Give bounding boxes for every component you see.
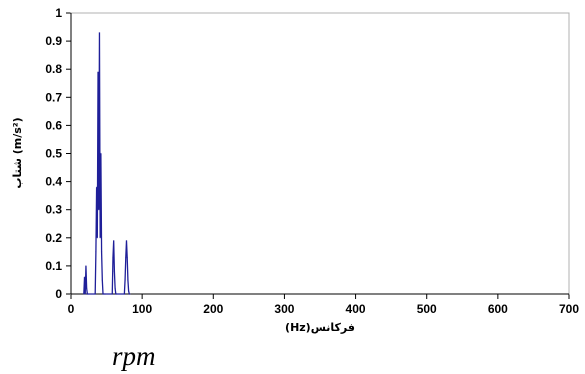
x-tick-label: 400 (346, 302, 366, 316)
tick-labels-group: 0 100 200 300 400 500 600 700 0 0.1 0.2 0.3 0.4 0.5 0.… (45, 6, 579, 316)
data-point (86, 287, 88, 289)
data-point (127, 279, 129, 281)
y-axis-title: شتاب (m/s²) (11, 117, 24, 188)
data-point (96, 186, 98, 188)
data-point (98, 32, 101, 34)
y-tick-label: 1 (55, 6, 62, 20)
data-point (94, 293, 96, 295)
data-point (114, 287, 116, 289)
data-point (113, 270, 115, 273)
data-point (123, 293, 125, 295)
y-tick-label: 0.8 (45, 62, 62, 76)
axis-ticks-group (66, 12, 570, 299)
x-tick-label: 100 (132, 302, 152, 316)
series-line-0 (83, 32, 131, 295)
y-tick-label: 0 (55, 287, 62, 301)
data-point (96, 237, 98, 239)
y-tick-label: 0.4 (45, 175, 62, 189)
y-tick-label: 0.2 (45, 231, 62, 245)
data-point (99, 237, 101, 239)
data-point (112, 256, 114, 259)
plot-frame (70, 12, 570, 295)
data-point (101, 279, 103, 281)
data-point (124, 279, 126, 281)
data-point (83, 293, 85, 295)
x-tick-label: 200 (203, 302, 223, 316)
data-point (95, 251, 97, 253)
data-point (126, 256, 128, 259)
rpm-caption: rpm (112, 341, 156, 371)
data-point (83, 276, 86, 278)
y-tick-label: 0.3 (45, 203, 62, 217)
y-tick-label: 0.6 (45, 118, 62, 132)
x-tick-label: 700 (559, 302, 579, 316)
data-point (129, 293, 131, 295)
data-point (104, 293, 106, 295)
data-point (111, 293, 113, 295)
x-tick-label: 300 (274, 302, 294, 316)
data-point (115, 293, 118, 295)
data-point (84, 293, 86, 295)
data-point (125, 240, 128, 242)
data-point (97, 71, 99, 73)
data-point (125, 256, 127, 259)
x-tick-label: 0 (68, 302, 75, 316)
data-point (100, 251, 103, 253)
x-axis-title: فرکانس(Hz) (285, 321, 355, 334)
data-point (128, 290, 130, 292)
data-point (100, 152, 102, 155)
x-tick-label: 600 (488, 302, 508, 316)
data-point (87, 293, 89, 295)
data-point (113, 240, 115, 242)
y-tick-label: 0.7 (45, 90, 62, 104)
series-group (83, 32, 131, 295)
data-point (98, 209, 100, 211)
y-tick-label: 0.1 (45, 259, 62, 273)
y-tick-label: 0.9 (45, 34, 62, 48)
x-tick-label: 500 (417, 302, 437, 316)
data-point (85, 265, 87, 267)
y-tick-label: 0.5 (45, 147, 62, 161)
